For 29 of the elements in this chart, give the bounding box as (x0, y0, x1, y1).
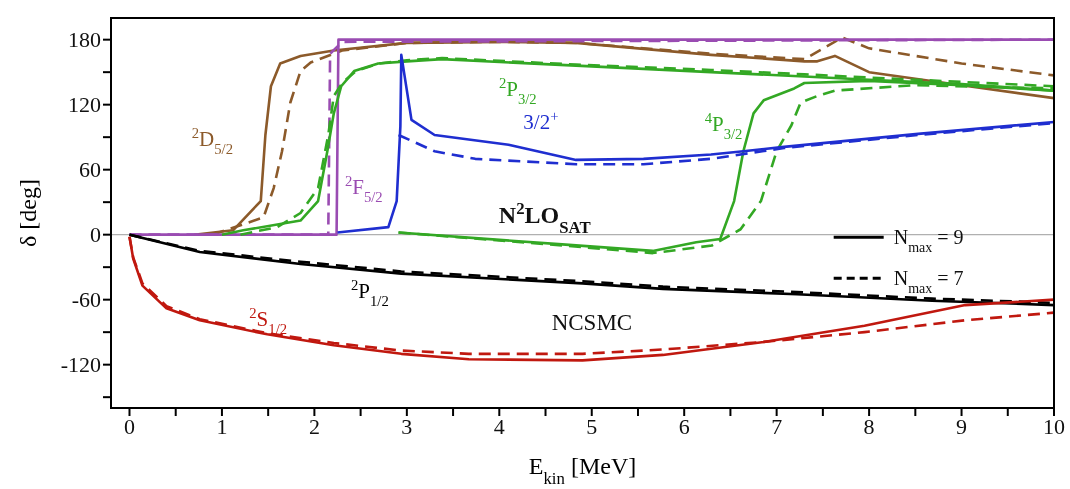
annotation: N$_{max}$ = 9 (893, 226, 964, 255)
series-label: $^{2}$P$_{3/2}$ (498, 75, 537, 107)
x-tick-label: 8 (863, 413, 875, 439)
series-label: $^{2}$P$_{1/2}$ (350, 276, 389, 309)
series-label: $^{2}$D$_{5/2}$ (191, 124, 234, 157)
x-tick-label: 5 (586, 413, 598, 439)
x-tick-label: 1 (216, 413, 228, 439)
x-tick-label: 3 (401, 413, 413, 439)
x-tick-label: 4 (493, 413, 505, 439)
x-tick-label: 7 (771, 413, 783, 439)
x-axis-title: E$_{kin}$ [MeV] (528, 453, 637, 488)
x-tick-label: 10 (1043, 413, 1065, 439)
x-tick-label: 9 (956, 413, 968, 439)
y-tick-label: 60 (79, 157, 101, 183)
x-tick-label: 0 (123, 413, 135, 439)
annotation: NCSMC (551, 310, 633, 335)
x-tick-label: 2 (308, 413, 320, 439)
y-axis-title: δ [deg] (15, 179, 41, 247)
x-tick-label: 6 (678, 413, 690, 439)
series-label: $^{4}$P$_{3/2}$ (704, 109, 743, 142)
y-tick-label: 180 (68, 27, 101, 53)
series-label: $^{2}$F$_{5/2}$ (344, 172, 383, 205)
annotation: N$^{2}$LO$_{SAT}$ (498, 198, 591, 237)
y-tick-label: 120 (68, 92, 101, 118)
series-label: 3/2$^{+}$ (523, 107, 559, 134)
annotation: N$_{max}$ = 7 (893, 267, 964, 296)
y-tick-label: -120 (60, 352, 101, 378)
y-tick-label: 0 (90, 222, 101, 248)
y-tick-label: -60 (71, 287, 101, 313)
